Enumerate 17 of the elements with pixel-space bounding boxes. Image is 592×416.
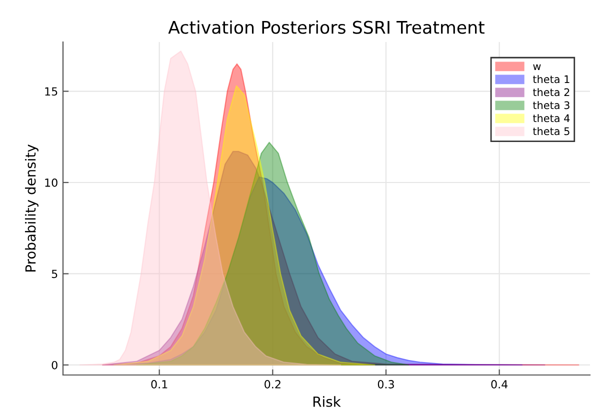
x-tick-label: 0.3 [378,380,394,388]
chart-title: Activation Posteriors SSRI Treatment [168,20,484,34]
x-tick-label: 0.2 [264,380,280,388]
legend-label: theta 4 [532,114,570,122]
legend-label: theta 3 [532,101,570,110]
y-axis-title: Probability density [25,144,38,272]
legend-label: w [533,64,541,70]
legend-label: theta 2 [532,88,570,96]
y-tick-label: 5 [52,270,58,278]
legend-label: theta 1 [532,75,570,84]
y-tick-label: 15 [45,87,58,96]
y-tick-label: 0 [52,360,58,370]
legend-label: theta 5 [532,127,570,136]
x-axis-title: Risk [313,396,341,407]
y-tick-label: 10 [45,178,58,187]
x-tick-label: 0.4 [491,380,508,388]
x-tick-label: 0.1 [151,380,168,388]
